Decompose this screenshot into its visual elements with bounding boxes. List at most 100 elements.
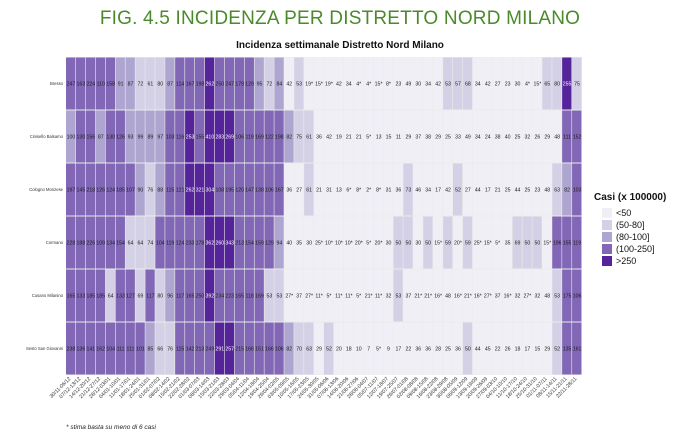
cell-value-label: 52 bbox=[326, 347, 332, 353]
cell-value-label: 247 bbox=[67, 82, 76, 88]
heatmap-cell bbox=[214, 216, 225, 269]
heatmap-cell bbox=[234, 216, 245, 269]
cell-value-label: 23 bbox=[534, 188, 540, 194]
row-label: Sesto San Giovanni bbox=[26, 346, 63, 351]
cell-value-label: 100 bbox=[67, 135, 76, 141]
heatmap-cell bbox=[482, 57, 493, 110]
cell-value-label: 392 bbox=[206, 294, 215, 300]
row-label: Cusano Milanino bbox=[32, 293, 64, 298]
cell-value-label: 75 bbox=[574, 82, 580, 88]
heatmap-cell bbox=[264, 163, 274, 216]
heatmap-cell bbox=[502, 163, 512, 216]
heatmap-cell bbox=[195, 216, 205, 269]
heatmap-cell bbox=[453, 57, 463, 110]
heatmap-cell bbox=[562, 322, 572, 375]
legend-item: <50 bbox=[602, 207, 680, 218]
cell-value-label: 30 bbox=[386, 241, 392, 247]
heatmap-cell bbox=[333, 216, 344, 269]
cell-value-label: 16* bbox=[434, 294, 442, 300]
cell-value-label: 30 bbox=[306, 241, 312, 247]
cell-value-label: 169 bbox=[255, 135, 264, 141]
cell-value-label: 4* bbox=[525, 82, 530, 88]
heatmap-cell bbox=[333, 269, 344, 322]
cell-value-label: 37 bbox=[415, 135, 421, 141]
heatmap-cell bbox=[105, 163, 116, 216]
cell-value-label: 42 bbox=[326, 135, 332, 141]
heatmap-cell bbox=[66, 110, 76, 163]
heatmap-cell bbox=[492, 322, 503, 375]
heatmap-cell bbox=[314, 269, 324, 322]
heatmap-cell bbox=[363, 269, 374, 322]
cell-value-label: 48 bbox=[544, 188, 550, 194]
cell-value-label: 72 bbox=[267, 82, 273, 88]
legend: Casi (x 100000) <50 (50-80] (80-100] (10… bbox=[594, 192, 680, 267]
cell-value-label: 22 bbox=[495, 347, 501, 353]
heatmap-cell bbox=[413, 269, 423, 322]
cell-value-label: 89 bbox=[147, 135, 153, 141]
cell-value-label: 80 bbox=[157, 82, 163, 88]
heatmap-cell bbox=[304, 163, 314, 216]
heatmap-cell bbox=[562, 57, 572, 110]
cell-value-label: 50 bbox=[396, 241, 402, 247]
cell-value-label: 26 bbox=[534, 135, 540, 141]
heatmap-cell bbox=[403, 322, 413, 375]
heatmap-cell bbox=[532, 322, 542, 375]
heatmap-cell bbox=[135, 163, 145, 216]
heatmap-cell bbox=[304, 110, 314, 163]
cell-value-label: 21* bbox=[365, 294, 373, 300]
heatmap-cell bbox=[383, 269, 393, 322]
heatmap-cell bbox=[75, 322, 86, 375]
cell-value-label: 107 bbox=[126, 188, 135, 194]
cell-value-label: 99 bbox=[138, 135, 144, 141]
cell-value-label: 25* bbox=[474, 241, 482, 247]
cell-value-label: 5* bbox=[327, 294, 332, 300]
cell-value-label: 195 bbox=[225, 188, 234, 194]
cell-value-label: 155 bbox=[196, 135, 205, 141]
cell-value-label: 17 bbox=[525, 347, 531, 353]
cell-value-label: 75 bbox=[296, 135, 302, 141]
cell-value-label: 122 bbox=[265, 135, 274, 141]
heatmap-cell bbox=[413, 110, 423, 163]
cell-value-label: 224 bbox=[86, 82, 95, 88]
chart-title: Incidenza settimanale Distretto Nord Mil… bbox=[236, 40, 444, 51]
cell-value-label: 111 bbox=[127, 347, 135, 353]
heatmap-cell bbox=[195, 322, 205, 375]
cell-value-label: 8* bbox=[386, 82, 391, 88]
cell-value-label: 63 bbox=[554, 188, 560, 194]
cell-value-label: 27* bbox=[305, 294, 313, 300]
heatmap-cell bbox=[135, 110, 145, 163]
cell-value-label: 119 bbox=[573, 241, 581, 247]
heatmap-cell bbox=[383, 57, 393, 110]
cell-value-label: 10* bbox=[345, 241, 353, 247]
cell-value-label: 25 bbox=[525, 188, 531, 194]
heatmap-cell bbox=[403, 110, 413, 163]
heatmap-cell bbox=[234, 57, 245, 110]
cell-value-label: 34 bbox=[425, 188, 431, 194]
heatmap-cell bbox=[294, 57, 304, 110]
cell-value-label: 48 bbox=[445, 294, 451, 300]
heatmap-cell bbox=[214, 322, 225, 375]
cell-value-label: 129 bbox=[265, 241, 274, 247]
cell-value-label: 130 bbox=[106, 135, 115, 141]
heatmap-cell bbox=[155, 269, 165, 322]
heatmap-cell bbox=[552, 269, 562, 322]
cell-value-label: 103 bbox=[166, 135, 175, 141]
cell-value-label: 42 bbox=[445, 188, 451, 194]
heatmap-cell bbox=[512, 163, 522, 216]
cell-value-label: 74 bbox=[147, 241, 153, 247]
cell-value-label: 29 bbox=[544, 135, 550, 141]
cell-value-label: 21* bbox=[464, 294, 472, 300]
cell-value-label: 117 bbox=[146, 294, 154, 300]
heatmap-cell bbox=[433, 57, 443, 110]
cell-value-label: 38 bbox=[425, 135, 431, 141]
heatmap-cell bbox=[95, 57, 106, 110]
cell-value-label: 185 bbox=[86, 294, 95, 300]
heatmap-cell bbox=[413, 57, 423, 110]
heatmap-cell bbox=[95, 216, 106, 269]
cell-value-label: 15 bbox=[534, 347, 540, 353]
cell-value-label: 17 bbox=[485, 188, 491, 194]
cell-value-label: 29 bbox=[435, 135, 441, 141]
cell-value-label: 218 bbox=[86, 188, 95, 194]
heatmap-cell bbox=[393, 216, 403, 269]
cell-value-label: 26 bbox=[505, 347, 511, 353]
